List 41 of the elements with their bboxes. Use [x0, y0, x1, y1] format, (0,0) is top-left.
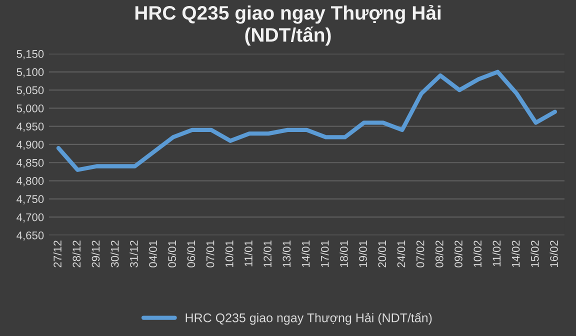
- x-tick-label: 15/02: [530, 240, 539, 268]
- line-series: [56, 70, 558, 172]
- x-tick-label: 27/12: [53, 240, 62, 268]
- x-tick-label: 20/01: [378, 240, 386, 268]
- y-tick-label: 4,900: [16, 140, 44, 150]
- x-tick-label: 14/01: [302, 240, 310, 268]
- x-tick-label: 11/02: [492, 240, 501, 266]
- y-tick-label: 4,700: [16, 213, 44, 223]
- x-tick-label: 10/02: [473, 240, 482, 268]
- legend-label: HRC Q235 giao ngay Thượng Hải (NDT/tấn): [186, 312, 432, 325]
- y-tick-label: 5,050: [16, 86, 44, 96]
- y-tick-label: 4,950: [16, 122, 44, 132]
- y-tick-label: 4,850: [16, 158, 44, 168]
- y-tick-label: 5,100: [16, 68, 44, 78]
- x-tick-label: 10/01: [225, 240, 234, 268]
- y-tick-label: 5,000: [16, 104, 44, 114]
- x-tick-label: 07/02: [416, 240, 424, 268]
- x-tick-label: 31/12: [130, 240, 138, 268]
- y-tick-label: 5,150: [16, 50, 44, 60]
- y-tick-label: 4,750: [16, 195, 44, 204]
- x-tick-label: 07/01: [206, 240, 214, 268]
- y-tick-label: 4,800: [16, 177, 44, 186]
- x-tick-label: 04/01: [148, 240, 157, 268]
- x-tick-label: 28/12: [72, 240, 81, 268]
- x-tick-label: 16/02: [550, 240, 558, 268]
- x-tick-label: 14/02: [512, 240, 520, 268]
- x-tick-label: 13/01: [282, 240, 291, 268]
- x-tick-label: 18/01: [340, 240, 348, 268]
- y-tick-label: 4,650: [16, 231, 44, 241]
- x-tick-label: 09/02: [454, 240, 462, 268]
- x-tick-label: 29/12: [92, 240, 100, 268]
- x-tick-label: 05/01: [168, 240, 176, 268]
- x-tick-label: 19/01: [358, 240, 367, 268]
- x-tick-label: 11/01: [244, 240, 252, 266]
- x-tick-label: 12/01: [263, 240, 272, 268]
- chart-title: HRC Q235 giao ngay Thượng Hải (NDT/tấn): [135, 5, 440, 46]
- x-tick-label: 30/12: [110, 240, 119, 268]
- x-tick-label: 17/01: [320, 240, 329, 268]
- x-tick-label: 06/01: [186, 240, 196, 268]
- x-tick-label: 08/02: [435, 240, 444, 268]
- x-tick-label: 24/01: [397, 240, 406, 268]
